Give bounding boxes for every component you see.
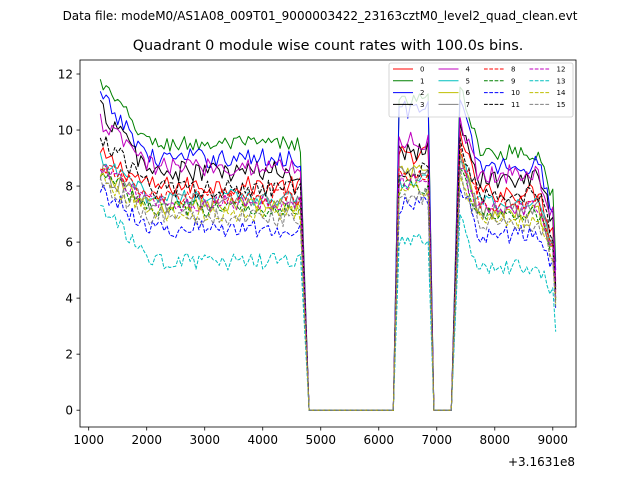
x-offset-label: +3.1631e8 xyxy=(508,455,575,469)
x-tick-label-7000: 7000 xyxy=(421,433,452,447)
series-line-2 xyxy=(99,91,557,411)
legend-label-13: 13 xyxy=(557,77,566,85)
series-line-1 xyxy=(99,79,557,411)
legend-label-8: 8 xyxy=(511,66,515,74)
series-line-11 xyxy=(99,135,557,411)
series-line-7 xyxy=(99,153,557,411)
series-line-9 xyxy=(99,168,557,411)
chart-title: Quadrant 0 module wise count rates with … xyxy=(133,38,524,54)
legend-label-9: 9 xyxy=(511,77,515,85)
legend-label-2: 2 xyxy=(420,89,424,97)
series-line-14 xyxy=(99,171,557,411)
figure-suptitle: Data file: modeM0/AS1A08_009T01_90000034… xyxy=(63,9,578,23)
series-line-10 xyxy=(99,184,557,411)
series-lines xyxy=(99,79,557,411)
series-line-13 xyxy=(100,204,557,411)
y-tick-label-6: 6 xyxy=(65,235,73,249)
series-line-4 xyxy=(99,113,557,411)
y-tick-label-0: 0 xyxy=(65,403,73,417)
plot-area: 1000 2000 3000 4000 5000 6000 7000 8000 9000 0 2 4 6… xyxy=(58,59,577,447)
legend-label-5: 5 xyxy=(466,77,470,85)
legend-label-3: 3 xyxy=(420,101,424,109)
legend-label-7: 7 xyxy=(466,101,470,109)
y-tick-label-4: 4 xyxy=(65,291,73,305)
x-tick-label-5000: 5000 xyxy=(305,433,336,447)
legend-box xyxy=(388,62,574,118)
series-line-0 xyxy=(99,129,557,411)
legend-label-6: 6 xyxy=(466,89,471,97)
y-tick-label-12: 12 xyxy=(58,67,73,81)
x-tick-label-8000: 8000 xyxy=(480,433,511,447)
x-tick-label-6000: 6000 xyxy=(363,433,394,447)
y-tick-label-2: 2 xyxy=(65,347,73,361)
x-tick-label-1000: 1000 xyxy=(73,433,104,447)
series-line-3 xyxy=(99,99,557,411)
legend-label-10: 10 xyxy=(511,89,520,97)
legend-label-12: 12 xyxy=(557,66,566,74)
x-tick-label-2000: 2000 xyxy=(131,433,162,447)
legend-label-14: 14 xyxy=(557,89,566,97)
series-line-5 xyxy=(99,152,557,411)
x-tick-label-9000: 9000 xyxy=(538,433,569,447)
axes-background xyxy=(80,60,576,427)
legend-label-11: 11 xyxy=(511,101,520,109)
y-tick-label-10: 10 xyxy=(58,123,73,137)
x-tick-label-4000: 4000 xyxy=(247,433,278,447)
x-tick-label-3000: 3000 xyxy=(189,433,220,447)
legend-label-0: 0 xyxy=(420,66,424,74)
legend-label-1: 1 xyxy=(420,77,424,85)
legend-label-4: 4 xyxy=(466,66,471,74)
y-tick-label-8: 8 xyxy=(65,179,73,193)
legend-label-15: 15 xyxy=(557,101,566,109)
series-line-15 xyxy=(99,166,557,411)
axes-frame xyxy=(79,59,577,428)
series-line-8 xyxy=(100,143,557,411)
